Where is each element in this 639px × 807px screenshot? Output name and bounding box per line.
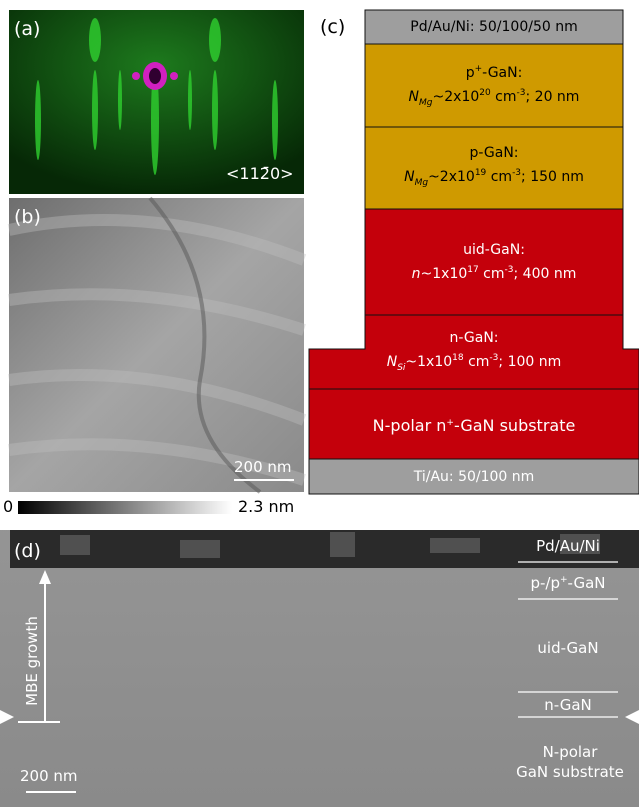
layer: N-polar n+-GaN substrate bbox=[309, 389, 639, 459]
text-run: uid-GaN: bbox=[463, 242, 525, 258]
region-label: Pd/Au/Ni bbox=[508, 536, 628, 556]
text-run: N-polar n bbox=[373, 416, 447, 435]
text-line: NMg~2x1020 cm-3; 20 nm bbox=[409, 83, 580, 113]
panel-label: (d) bbox=[14, 540, 41, 562]
text-run: cm bbox=[464, 354, 490, 370]
text-run: cm bbox=[479, 266, 505, 282]
text-line: n~1x1017 cm-3; 400 nm bbox=[412, 260, 577, 284]
text-run: -GaN: bbox=[482, 65, 522, 81]
layer: p-GaN: NMg~2x1019 cm-3; 150 nm bbox=[365, 127, 623, 209]
text-run: -GaN bbox=[568, 574, 606, 592]
text-run: GaN substrate bbox=[516, 763, 624, 781]
page: (a) <112̄0> (b) 200 nm 0 2.3 nm (c) Pd/A… bbox=[0, 0, 639, 807]
layer: n-GaN: NSi~1x1018 cm-3; 100 nm bbox=[309, 320, 639, 386]
text-run: -3 bbox=[517, 88, 526, 98]
text-line: uid-GaN bbox=[508, 638, 628, 658]
text-run: N bbox=[404, 169, 414, 185]
text-run: -3 bbox=[505, 265, 514, 275]
text-run: uid-GaN bbox=[537, 639, 598, 657]
text-run: ~2x10 bbox=[433, 89, 480, 105]
text-run: n-GaN bbox=[544, 696, 592, 714]
text-line: Pd/Au/Ni bbox=[508, 536, 628, 556]
panel-label: (c) bbox=[320, 16, 345, 38]
growth-label: MBE growth bbox=[23, 601, 41, 721]
text-run: 18 bbox=[452, 353, 463, 363]
text-run: p bbox=[466, 65, 475, 81]
text-run: + bbox=[475, 64, 483, 74]
text-run: ; 100 nm bbox=[498, 354, 561, 370]
panel-label: (b) bbox=[14, 206, 41, 228]
text-line: Pd/Au/Ni: 50/100/50 nm bbox=[410, 17, 578, 37]
text-run: N-polar bbox=[543, 743, 598, 761]
text-line: N-polar n+-GaN substrate bbox=[373, 413, 576, 436]
layer: p+-GaN:NMg~2x1020 cm-3; 20 nm bbox=[365, 44, 623, 127]
text-run: ~1x10 bbox=[405, 354, 452, 370]
text-run: -3 bbox=[512, 168, 521, 178]
text-run: N bbox=[409, 89, 419, 105]
text-run: Pd/Au/Ni bbox=[536, 537, 600, 555]
text-line: n-GaN: bbox=[449, 328, 498, 348]
text-run: cm bbox=[491, 89, 517, 105]
panel-label: (a) bbox=[14, 18, 40, 40]
text-run: n-GaN: bbox=[449, 330, 498, 346]
text-run: Ti/Au: 50/100 nm bbox=[414, 469, 535, 485]
text-run: ; 150 nm bbox=[521, 169, 584, 185]
text-line: uid-GaN: bbox=[463, 240, 525, 260]
colorbar-min: 0 bbox=[3, 497, 13, 516]
text-run: + bbox=[560, 575, 568, 585]
scale-bar-label: 200 nm bbox=[234, 458, 292, 476]
text-run: + bbox=[446, 418, 454, 428]
layer: uid-GaN: n~1x1017 cm-3; 400 nm bbox=[365, 209, 623, 315]
text-line: NMg~2x1019 cm-3; 150 nm bbox=[404, 163, 584, 193]
text-run: ~1x10 bbox=[421, 266, 468, 282]
text-run: 17 bbox=[467, 265, 478, 275]
text-run: cm bbox=[486, 169, 512, 185]
text-run: Mg bbox=[419, 98, 432, 108]
text-line: NSi~1x1018 cm-3; 100 nm bbox=[387, 348, 562, 378]
layer: Pd/Au/Ni: 50/100/50 nm bbox=[365, 10, 623, 44]
region-label: N-polar GaN substrate bbox=[500, 742, 639, 782]
region-label: n-GaN bbox=[508, 695, 628, 715]
text-run: ; 400 nm bbox=[514, 266, 577, 282]
text-run: Pd/Au/Ni: 50/100/50 nm bbox=[410, 19, 578, 35]
colorbar-max: 2.3 nm bbox=[238, 497, 294, 516]
direction-label: <112̄0> bbox=[226, 164, 294, 183]
text-run: ~2x10 bbox=[428, 169, 475, 185]
text-run: p-GaN: bbox=[469, 145, 518, 161]
text-run: -GaN substrate bbox=[454, 416, 575, 435]
region-label: p-/p+-GaN bbox=[508, 570, 628, 593]
text-run: p-/p bbox=[530, 574, 560, 592]
text-line: n-GaN bbox=[508, 695, 628, 715]
text-run: 20 bbox=[479, 88, 490, 98]
text-run: Mg bbox=[415, 178, 428, 188]
text-line: N-polar bbox=[500, 742, 639, 762]
text-run: 19 bbox=[475, 168, 486, 178]
text-line: p-GaN: bbox=[469, 143, 518, 163]
text-run: N bbox=[387, 354, 397, 370]
text-run: ; 20 nm bbox=[526, 89, 580, 105]
text-line: GaN substrate bbox=[500, 762, 639, 782]
text-run: n bbox=[412, 266, 421, 282]
layer: Ti/Au: 50/100 nm bbox=[309, 459, 639, 494]
text-line: p-/p+-GaN bbox=[508, 570, 628, 593]
text-line: Ti/Au: 50/100 nm bbox=[414, 467, 535, 487]
text-line: p+-GaN: bbox=[466, 59, 523, 83]
region-label: uid-GaN bbox=[508, 638, 628, 658]
scale-bar-label: 200 nm bbox=[20, 767, 78, 785]
